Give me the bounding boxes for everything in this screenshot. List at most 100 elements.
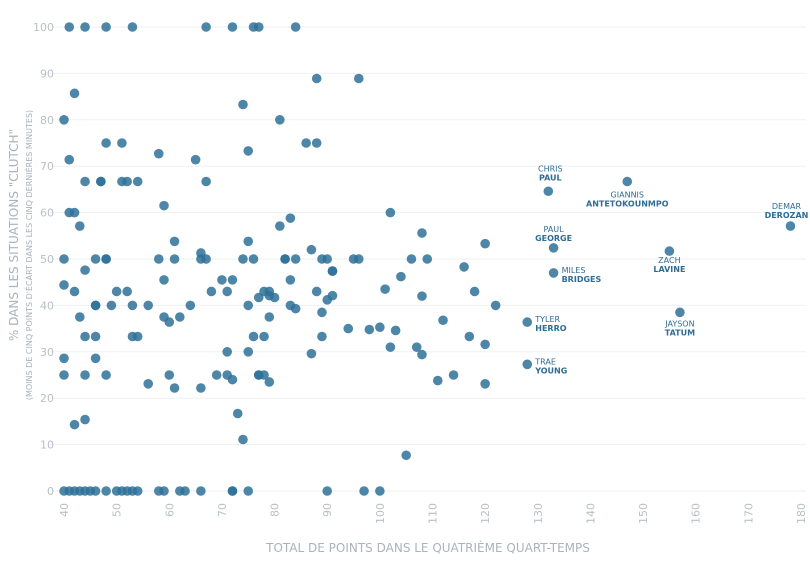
data-point — [401, 450, 411, 461]
x-tick-label: 60 — [163, 503, 176, 517]
labeled-point — [543, 186, 554, 197]
data-point — [227, 22, 238, 32]
data-point — [90, 353, 101, 364]
data-point — [159, 200, 169, 211]
data-point — [306, 348, 317, 359]
data-point — [153, 254, 164, 264]
data-point — [238, 254, 248, 264]
player-first-name: JAYSON — [664, 319, 694, 328]
player-last-name: DEROZAN — [765, 211, 809, 220]
data-point — [69, 207, 80, 218]
labeled-point — [522, 359, 533, 370]
data-point — [406, 254, 417, 264]
x-tick-labels: 40 50 60 70 80 90 100 110 120 130 140 150 160 170 180 — [58, 503, 808, 524]
data-point — [322, 254, 333, 264]
data-point — [180, 486, 190, 496]
labeled-point — [785, 221, 796, 231]
data-point — [422, 254, 433, 264]
data-point — [259, 370, 269, 380]
y-tick-label: 80 — [40, 114, 54, 127]
data-point — [290, 22, 301, 32]
data-point — [243, 347, 254, 357]
y-tick-label: 90 — [40, 67, 54, 80]
data-point — [80, 331, 90, 342]
y-tick-label: 60 — [40, 207, 54, 220]
data-point — [90, 486, 101, 496]
data-point — [248, 331, 259, 342]
data-point — [375, 486, 385, 496]
y-tick-label: 40 — [40, 299, 54, 312]
player-first-name: CHRIS — [538, 164, 563, 173]
player-first-name: TRAE — [534, 357, 556, 366]
player-last-name: TATUM — [665, 328, 695, 337]
data-point — [64, 22, 75, 32]
data-point — [222, 286, 232, 297]
data-point — [169, 236, 180, 247]
data-point — [80, 370, 90, 380]
data-point — [396, 271, 406, 282]
data-point — [227, 275, 238, 285]
data-point — [480, 379, 490, 389]
player-first-name: TYLER — [534, 315, 560, 324]
data-point — [122, 286, 132, 297]
data-point — [90, 254, 101, 264]
player-last-name: BRIDGES — [562, 275, 602, 284]
data-point — [132, 176, 143, 187]
data-point — [306, 244, 317, 255]
data-point — [80, 22, 90, 32]
data-point — [343, 323, 354, 334]
data-point — [101, 254, 111, 264]
data-point — [143, 379, 154, 389]
data-point — [101, 370, 111, 380]
data-point — [359, 486, 369, 496]
y-tick-label: 70 — [40, 160, 54, 173]
y-axis-subtitle: (MOINS DE CINQ POINTS D'ÉCART DANS LES C… — [23, 110, 34, 400]
data-point — [169, 383, 180, 393]
data-point — [122, 176, 132, 187]
data-point — [317, 331, 327, 342]
labeled-point — [664, 246, 675, 256]
data-point — [354, 73, 364, 84]
y-tick-label: 50 — [40, 253, 54, 266]
data-point — [164, 370, 175, 380]
data-point — [311, 138, 322, 148]
data-point — [469, 286, 480, 297]
data-point — [69, 88, 80, 99]
data-point — [275, 115, 285, 125]
labeled-point — [548, 268, 559, 278]
data-point — [106, 300, 117, 311]
data-point — [164, 317, 175, 327]
data-point — [432, 375, 443, 386]
data-point — [159, 486, 169, 496]
data-point — [59, 280, 69, 290]
data-point — [238, 434, 248, 445]
data-point — [132, 486, 143, 496]
data-point — [280, 254, 290, 264]
data-point — [253, 292, 264, 303]
data-point — [301, 138, 311, 148]
data-point — [59, 353, 69, 364]
data-point — [101, 138, 111, 148]
data-point — [264, 312, 275, 322]
player-last-name: PAUL — [539, 173, 562, 182]
data-point — [127, 300, 138, 311]
data-point — [222, 347, 232, 357]
data-point — [459, 262, 469, 272]
data-point — [380, 284, 390, 294]
data-point — [232, 408, 243, 419]
data-point — [227, 374, 238, 385]
data-point — [275, 221, 285, 231]
data-point — [143, 300, 154, 311]
x-tick-label: 80 — [269, 503, 282, 517]
y-axis-title: % DANS LES SITUATIONS "CLUTCH" — [7, 129, 21, 341]
data-point — [264, 377, 275, 387]
x-tick-label: 100 — [374, 503, 387, 524]
x-tick-label: 110 — [427, 503, 440, 524]
data-point — [243, 146, 254, 156]
data-point — [132, 331, 143, 342]
data-point — [448, 370, 459, 380]
data-point — [190, 154, 201, 165]
data-point — [375, 322, 385, 333]
data-point — [153, 148, 164, 159]
